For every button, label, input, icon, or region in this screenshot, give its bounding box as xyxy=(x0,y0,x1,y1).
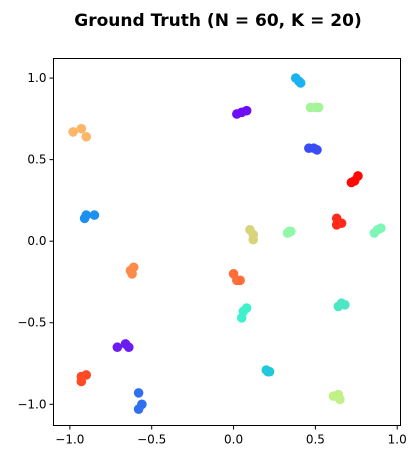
scatter-point-c3-p2 xyxy=(241,105,252,116)
y-tick-label: 1.0 xyxy=(27,71,46,85)
scatter-point-c8-p2 xyxy=(248,234,258,245)
scatter-point-c12-p2 xyxy=(235,275,245,286)
y-tick-label: −1.0 xyxy=(17,397,46,411)
chart-title: Ground Truth (N = 60, K = 20) xyxy=(74,11,361,31)
x-tick-label: −1.0 xyxy=(55,433,84,447)
scatter-point-c11-p2 xyxy=(127,269,137,279)
scatter-point-c7-p2 xyxy=(89,210,100,220)
x-axis: −1.0 −0.5 0.0 0.5 1.0 xyxy=(55,425,407,447)
scatter-point-c4-p2 xyxy=(312,145,322,155)
scatter-point-c1-p2 xyxy=(295,78,306,88)
scatter-point-c17-p1 xyxy=(76,376,87,387)
y-tick-label: −0.5 xyxy=(17,316,46,330)
scatter-point-c2-p2 xyxy=(313,102,324,113)
scatter-point-c0-p0 xyxy=(68,127,78,137)
scatter-point-c10-p2 xyxy=(376,223,386,233)
scatter-point-c15-p2 xyxy=(123,342,134,353)
scatter-point-c0-p2 xyxy=(81,131,92,142)
scatter-point-c13-p2 xyxy=(241,303,252,313)
y-axis: −1.0 −0.5 0.0 0.5 1.0 xyxy=(17,71,54,411)
points-layer xyxy=(68,73,386,414)
scatter-point-c6-p2 xyxy=(336,218,347,229)
scatter-point-c19-p2 xyxy=(335,394,345,405)
x-tick-label: 0.5 xyxy=(306,433,325,447)
x-tick-label: −0.5 xyxy=(137,433,166,447)
x-tick-label: 0.0 xyxy=(224,433,243,447)
scatter-point-c16-p2 xyxy=(264,366,275,377)
scatter-point-c7-p1 xyxy=(81,210,92,220)
scatter-point-c9-p2 xyxy=(286,226,296,237)
plot-frame xyxy=(53,58,401,426)
scatter-point-c18-p2 xyxy=(137,399,147,410)
scatter-point-c0-p1 xyxy=(76,123,87,134)
scatter-point-c5-p2 xyxy=(353,171,363,181)
y-tick-label: 0.0 xyxy=(27,234,46,248)
scatter-point-c18-p0 xyxy=(133,388,144,398)
scatter-point-c17-p2 xyxy=(81,370,92,380)
scatter-point-c14-p2 xyxy=(340,300,350,310)
x-tick-label: 1.0 xyxy=(388,433,407,447)
y-tick-label: 0.5 xyxy=(27,153,46,167)
scatter-point-c15-p0 xyxy=(112,342,123,353)
